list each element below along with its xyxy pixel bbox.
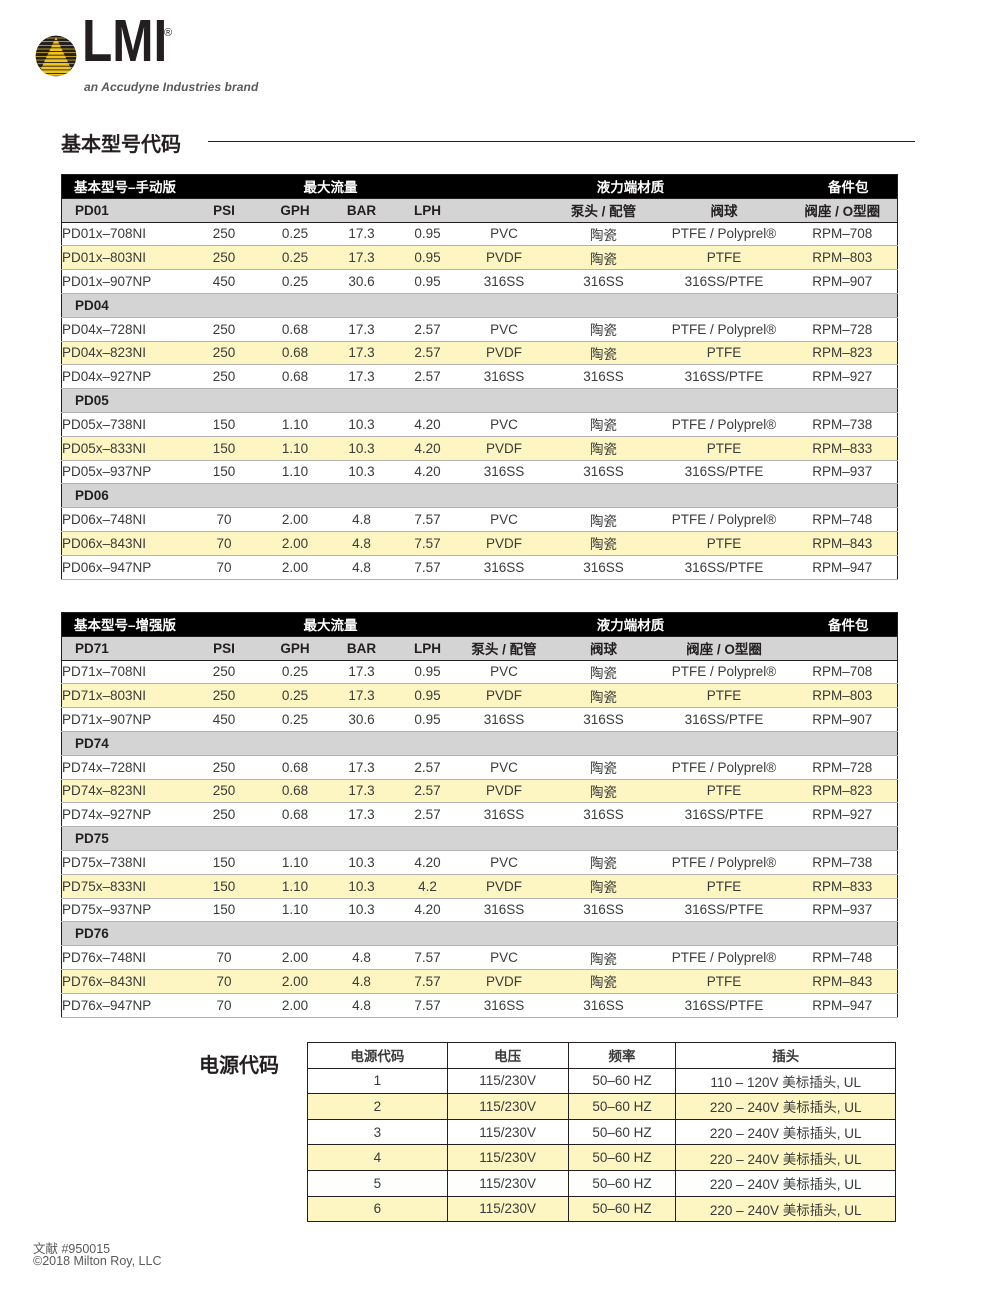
svg-text:LMI: LMI: [82, 20, 167, 74]
